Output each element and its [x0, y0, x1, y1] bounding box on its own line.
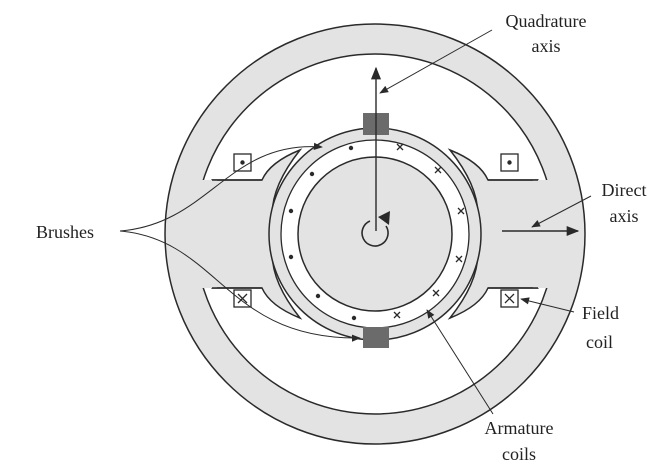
stator-yoke [164, 23, 586, 445]
armature-label-line1: Armature [485, 418, 554, 438]
rotation-arrowhead [378, 211, 390, 225]
field-coil-leader [520, 297, 575, 313]
left-pole-joint [193, 180, 217, 288]
field-coil-bottom-right-cross [504, 293, 515, 304]
brushes-leader-top [119, 142, 323, 232]
field-coil-bottom-left-cross [237, 293, 248, 304]
rotor-core [297, 156, 453, 312]
armature-dots [288, 145, 357, 321]
field-coil-top-right-dot [507, 160, 512, 165]
brush-bottom [363, 327, 389, 348]
quadrature-label-line2: axis [532, 36, 561, 56]
quadrature-leader [379, 29, 493, 94]
armature-label-line2: coils [502, 444, 536, 464]
field-coil-label-line2: coil [586, 332, 613, 352]
direct-label-line1: Direct [602, 180, 647, 200]
field-coil-top-left-dot [240, 160, 245, 165]
brushes-leader-bottom [119, 230, 361, 342]
right-pole-edge [488, 179, 538, 289]
direct-label-line2: axis [610, 206, 639, 226]
direct-leader [531, 195, 592, 228]
armature-crosses [393, 143, 465, 319]
field-coil-label-line1: Field [582, 303, 619, 323]
left-pole-edge [212, 179, 262, 289]
armature-leader [426, 309, 494, 415]
quadrature-label-line1: Quadrature [506, 11, 587, 31]
brushes-label: Brushes [36, 222, 94, 242]
right-pole-joint [533, 180, 557, 288]
rotation-arrow [361, 220, 389, 247]
